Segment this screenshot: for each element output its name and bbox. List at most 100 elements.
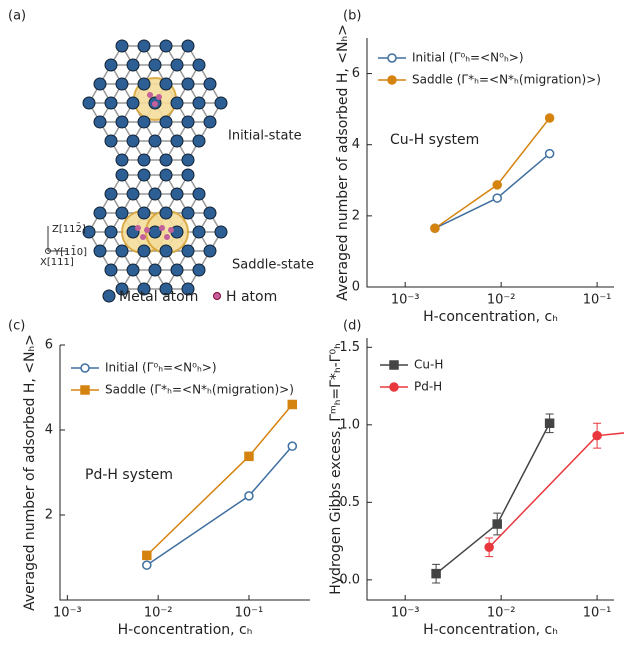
metal-atom <box>193 226 205 238</box>
marker <box>493 181 501 189</box>
metal-atom <box>127 97 139 109</box>
metal-atom <box>116 78 128 90</box>
annotation: Cu-H system <box>390 132 479 148</box>
legend-label: Initial (Γ⁰ₕ=<N⁰ₕ>) <box>412 51 524 65</box>
metal-atom <box>204 116 216 128</box>
metal-atom <box>138 116 150 128</box>
metal-atom <box>94 207 106 219</box>
marker <box>485 543 493 551</box>
h-atom <box>159 225 165 231</box>
metal-atom <box>138 245 150 257</box>
metal-atom <box>149 135 161 147</box>
y-tick-label: 2 <box>45 508 53 523</box>
metal-atom <box>127 59 139 71</box>
metal-atom <box>193 264 205 276</box>
y-tick-label: 4 <box>45 423 53 438</box>
series-line <box>436 423 550 573</box>
marker <box>143 551 151 559</box>
metal-atom <box>105 59 117 71</box>
metal-atom <box>182 116 194 128</box>
metal-atom <box>193 59 205 71</box>
h-atom <box>164 234 170 240</box>
state-label: Initial-state <box>228 129 302 144</box>
h-atom <box>140 234 146 240</box>
metal-atom <box>215 226 227 238</box>
lattice-diagrams <box>83 40 227 295</box>
marker <box>288 442 296 450</box>
h-atom <box>168 227 174 233</box>
metal-atom <box>116 116 128 128</box>
marker <box>493 520 501 528</box>
legend-marker <box>390 361 398 369</box>
metal-atom <box>116 207 128 219</box>
marker <box>546 150 554 158</box>
legend-marker <box>81 386 89 394</box>
h-atom <box>147 92 153 98</box>
metal-atom <box>171 97 183 109</box>
x-tick-label: 10⁻¹ <box>583 293 612 308</box>
metal-atom <box>171 135 183 147</box>
metal-atom <box>160 169 172 181</box>
legend-label: H atom <box>226 289 277 305</box>
metal-atom <box>160 40 172 52</box>
marker <box>546 419 554 427</box>
marker <box>432 570 440 578</box>
metal-atom <box>215 97 227 109</box>
metal-atom <box>105 188 117 200</box>
legend-marker <box>390 383 398 391</box>
metal-atom <box>171 188 183 200</box>
x-axis-label: H-concentration, cₕ <box>118 622 253 638</box>
legend-metal-icon <box>103 290 115 302</box>
metal-atom <box>204 245 216 257</box>
figure: (a) Initial-state Saddle-state Z[112̄] Y… <box>0 0 624 643</box>
metal-atom <box>116 245 128 257</box>
h-atom <box>152 101 158 107</box>
metal-atom <box>182 169 194 181</box>
metal-atom <box>138 207 150 219</box>
metal-atom <box>182 154 194 166</box>
metal-atom <box>94 245 106 257</box>
y-tick-label: 4 <box>352 137 360 152</box>
legend-label: Pd-H <box>414 380 442 394</box>
x-tick-label: 10⁻³ <box>391 293 420 308</box>
panel-label: (b) <box>343 9 361 24</box>
metal-atom <box>138 169 150 181</box>
y-tick-label: 6 <box>45 338 53 353</box>
metal-atom <box>171 264 183 276</box>
x-tick-label: 10⁻¹ <box>235 606 264 621</box>
axis-label: Z[112̄] <box>52 222 86 235</box>
y-tick-label: 2 <box>352 208 360 223</box>
marker <box>593 432 601 440</box>
legend-marker <box>388 54 396 62</box>
x-tick-label: 10⁻² <box>144 606 173 621</box>
metal-atom <box>160 78 172 90</box>
legend-label: Cu-H <box>414 358 443 372</box>
metal-atom <box>127 264 139 276</box>
marker <box>245 452 253 460</box>
metal-atom <box>138 154 150 166</box>
panel-label: (c) <box>8 319 25 334</box>
marker <box>546 114 554 122</box>
metal-atom <box>138 78 150 90</box>
metal-atom <box>149 188 161 200</box>
metal-atom <box>105 226 117 238</box>
legend-h-icon <box>214 293 221 300</box>
x-tick-label: 10⁻³ <box>53 606 82 621</box>
marker <box>493 194 501 202</box>
series-line <box>147 446 292 565</box>
x-tick-label: 10⁻¹ <box>583 606 612 621</box>
metal-atom <box>204 78 216 90</box>
y-axis-label: Averaged number of adsorbed H, <Nₕ> <box>22 334 38 611</box>
legend-marker <box>81 364 89 372</box>
y-tick-label: 6 <box>352 66 360 81</box>
marker <box>245 492 253 500</box>
marker <box>143 561 151 569</box>
metal-atom <box>105 264 117 276</box>
y-axis-label: Averaged number of adsorbed H, <Nₕ> <box>335 24 351 301</box>
metal-atom <box>193 188 205 200</box>
axis-label: X[111] <box>40 257 74 268</box>
metal-atom <box>160 207 172 219</box>
legend-label: Metal atom <box>119 289 198 305</box>
state-label: Saddle-state <box>232 258 314 273</box>
metal-atom <box>83 97 95 109</box>
